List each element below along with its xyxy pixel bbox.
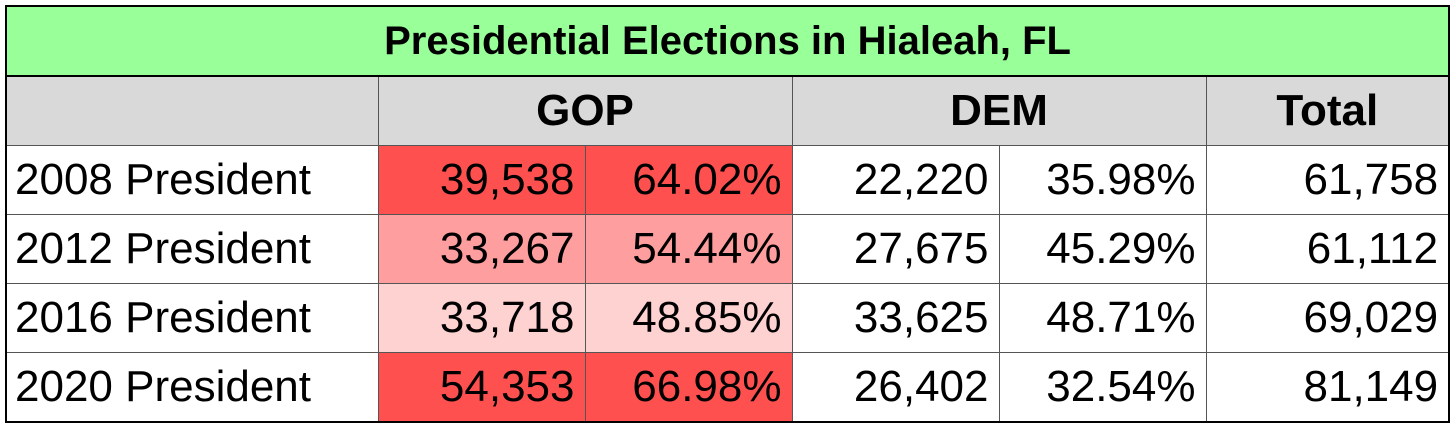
header-row: GOP DEM Total [5,75,1450,146]
gop-percent: 66.98% [584,352,793,423]
dem-votes: 22,220 [791,145,1000,215]
dem-percent: 48.71% [998,283,1207,353]
gop-votes: 33,718 [377,283,586,353]
table-title: Presidential Elections in Hialeah, FL [4,5,1451,77]
gop-percent: 64.02% [584,145,793,215]
results-table-container: Presidential Elections in Hialeah, FL GO… [4,5,1451,423]
results-table: Presidential Elections in Hialeah, FL GO… [4,5,1451,423]
dem-percent: 32.54% [998,352,1207,423]
total-votes: 81,149 [1205,352,1450,423]
dem-percent: 45.29% [998,214,1207,284]
total-votes: 61,112 [1205,214,1450,284]
table-row: 2012 President 33,267 54.44% 27,675 45.2… [5,214,1450,284]
table-row: 2016 President 33,718 48.85% 33,625 48.7… [5,283,1450,353]
table-row: 2008 President 39,538 64.02% 22,220 35.9… [5,145,1450,215]
gop-votes: 39,538 [377,145,586,215]
row-label: 2008 President [5,145,379,215]
gop-votes: 54,353 [377,352,586,423]
dem-votes: 26,402 [791,352,1000,423]
row-label: 2016 President [5,283,379,353]
gop-percent: 48.85% [584,283,793,353]
header-gop: GOP [377,75,793,146]
gop-percent: 54.44% [584,214,793,284]
header-blank [5,75,379,146]
title-row: Presidential Elections in Hialeah, FL [4,5,1451,77]
gop-votes: 33,267 [377,214,586,284]
header-dem: DEM [791,75,1207,146]
table-row: 2020 President 54,353 66.98% 26,402 32.5… [5,352,1450,423]
total-votes: 69,029 [1205,283,1450,353]
row-label: 2012 President [5,214,379,284]
dem-percent: 35.98% [998,145,1207,215]
header-total: Total [1205,75,1450,146]
total-votes: 61,758 [1205,145,1450,215]
row-label: 2020 President [5,352,379,423]
dem-votes: 27,675 [791,214,1000,284]
dem-votes: 33,625 [791,283,1000,353]
